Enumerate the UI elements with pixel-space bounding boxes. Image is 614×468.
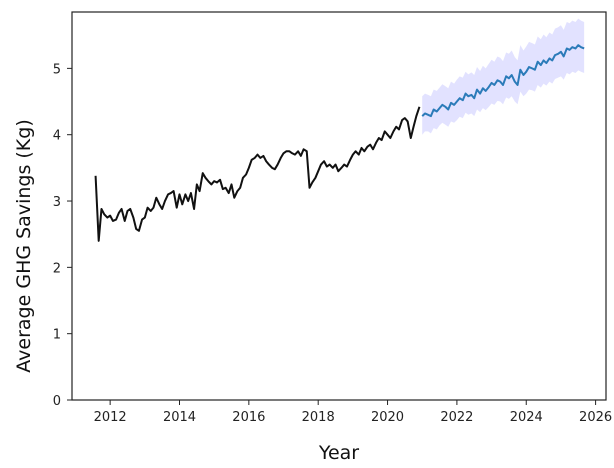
y-tick-label: 5 (53, 62, 61, 77)
x-tick-label: 2022 (440, 410, 473, 425)
x-tick-label: 2026 (579, 410, 612, 425)
x-tick-label: 2014 (163, 410, 196, 425)
forecast-confidence-band (422, 18, 585, 135)
y-tick-label: 2 (53, 261, 61, 276)
historical-series-line (94, 106, 421, 242)
y-tick-label: 4 (53, 129, 61, 144)
x-tick-label: 2020 (371, 410, 404, 425)
y-axis-ticks: 0 1 2 3 4 5 (53, 62, 72, 409)
x-tick-label: 2016 (232, 410, 265, 425)
forecast-series-line (421, 44, 585, 118)
x-tick-label: 2012 (94, 410, 127, 425)
y-axis-title: Average GHG Savings (Kg) (13, 119, 35, 372)
x-tick-label: 2024 (510, 410, 543, 425)
y-tick-label: 1 (53, 328, 61, 343)
y-tick-label: 0 (53, 394, 61, 409)
plot-frame (71, 11, 607, 401)
y-tick-label: 3 (53, 195, 61, 210)
x-axis-ticks: 2012 2014 2016 2018 2020 2022 2024 2026 (94, 400, 612, 425)
x-axis-title: Year (318, 442, 359, 464)
x-tick-label: 2018 (302, 410, 335, 425)
